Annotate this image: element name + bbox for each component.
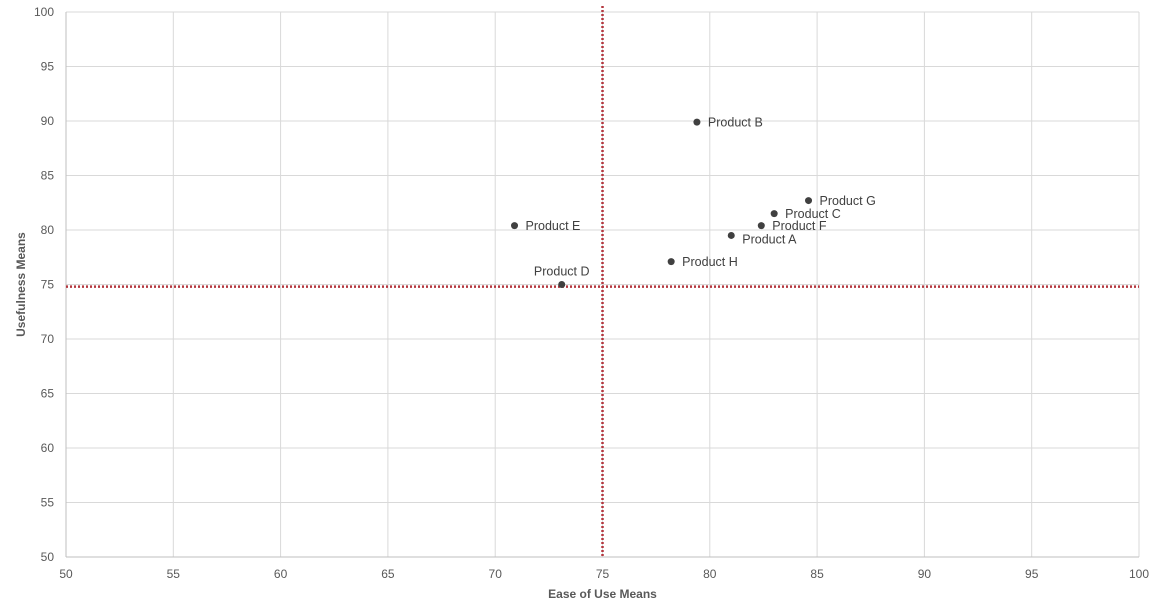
y-tick-label: 60: [41, 441, 55, 455]
y-tick-label: 50: [41, 550, 55, 564]
y-tick-label: 80: [41, 223, 55, 237]
data-point: [693, 118, 701, 126]
data-label: Product D: [534, 265, 590, 279]
x-tick-label: 70: [489, 567, 503, 581]
y-tick-label: 70: [41, 332, 55, 346]
reference-lines: [66, 6, 1139, 557]
x-axis-title: Ease of Use Means: [548, 587, 657, 601]
y-tick-label: 90: [41, 114, 55, 128]
axes: [65, 12, 1139, 558]
x-tick-label: 55: [167, 567, 181, 581]
data-point: [558, 281, 566, 288]
y-tick-label: 65: [41, 387, 55, 401]
y-tick-label: 55: [41, 496, 55, 510]
x-tick-label: 90: [918, 567, 932, 581]
x-tick-label: 65: [381, 567, 395, 581]
x-tick-label: 50: [59, 567, 73, 581]
y-tick-label: 95: [41, 60, 55, 74]
y-tick-label: 75: [41, 278, 55, 292]
x-tick-label: 80: [703, 567, 717, 581]
y-axis-title: Usefulness Means: [14, 232, 28, 337]
data-label: Product A: [742, 232, 797, 246]
y-tick-label: 100: [34, 5, 54, 19]
x-tick-label: 95: [1025, 567, 1039, 581]
data-point: [727, 231, 735, 239]
data-point: [511, 222, 519, 230]
x-tick-label: 75: [596, 567, 610, 581]
y-tick-labels: 50 55 60 65 70 75 80 85 90 95 100: [34, 5, 54, 564]
data-point: [667, 258, 675, 266]
x-tick-label: 60: [274, 567, 288, 581]
data-label: Product H: [682, 255, 738, 269]
data-label: Product G: [820, 194, 876, 208]
data-label: Product C: [785, 207, 841, 221]
data-label: Product F: [772, 219, 827, 233]
x-tick-label: 100: [1129, 567, 1149, 581]
data-point: [770, 210, 778, 218]
y-tick-label: 85: [41, 169, 55, 183]
x-tick-labels: 50 55 60 65 70 75 80 85 90 95 100: [59, 567, 1149, 581]
data-point: [805, 197, 813, 205]
data-label: Product E: [526, 219, 581, 233]
data-point: [757, 222, 765, 230]
x-tick-label: 85: [810, 567, 824, 581]
data-points: Product A Product B Product C Product D Prod…: [511, 116, 876, 288]
data-label: Product B: [708, 116, 763, 130]
